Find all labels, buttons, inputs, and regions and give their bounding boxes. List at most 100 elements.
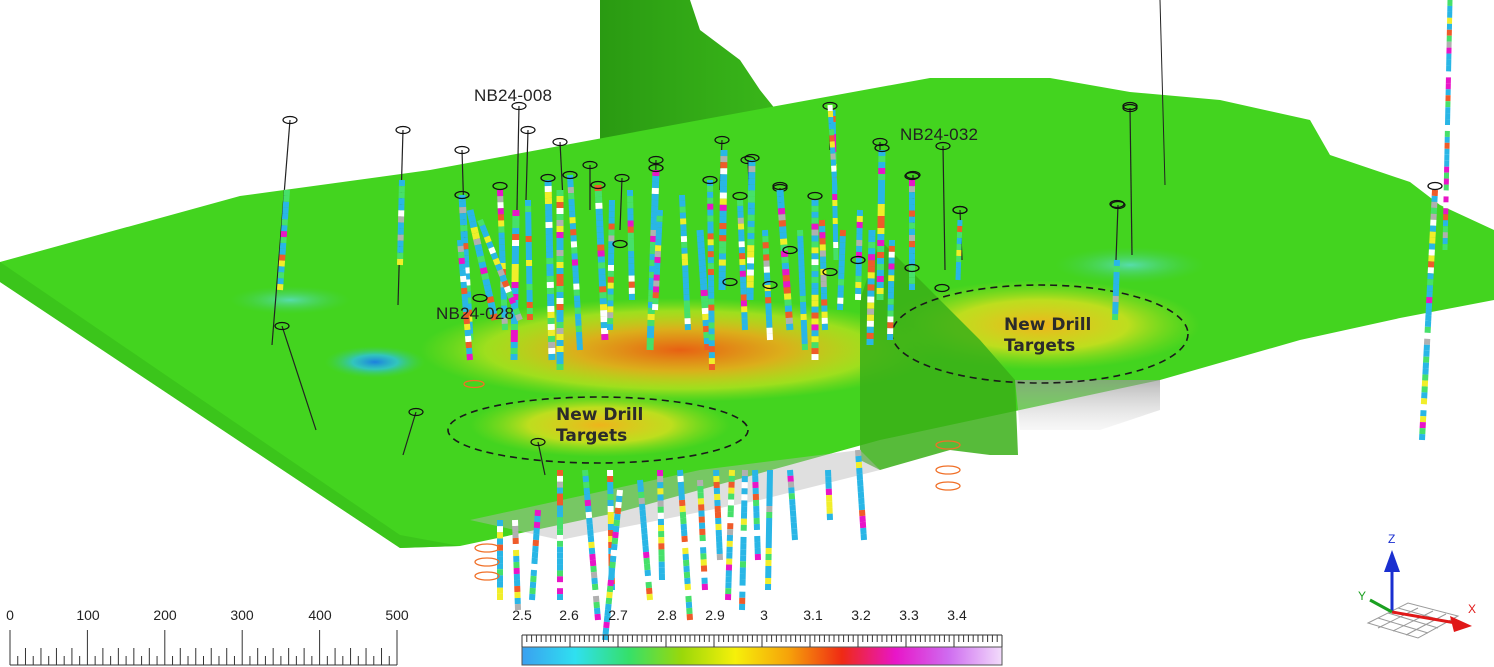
drill-hole[interactable] <box>776 189 794 331</box>
target-label-right: New Drill Targets <box>1004 315 1091 357</box>
hole-label-nb24-028[interactable]: NB24-028 <box>436 304 515 323</box>
drill-hole[interactable] <box>718 149 728 291</box>
drill-hole[interactable] <box>602 489 623 641</box>
collar-marker <box>1427 181 1443 191</box>
colorbar-tick-3: 3 <box>760 607 768 623</box>
axis-y-label: Y <box>1358 589 1367 603</box>
drill-hole[interactable] <box>402 407 424 456</box>
drill-hole[interactable] <box>512 519 521 611</box>
drill-hole[interactable] <box>652 209 663 311</box>
axis-triad[interactable]: Z X Y <box>1350 528 1490 648</box>
colorbar-tick-3.3: 3.3 <box>899 607 919 623</box>
drill-hole[interactable] <box>797 229 808 351</box>
drill-hole[interactable] <box>737 199 748 331</box>
drill-hole[interactable] <box>567 174 583 351</box>
collar-marker <box>807 191 823 201</box>
drill-hole[interactable] <box>627 189 635 301</box>
collar-marker <box>952 205 968 215</box>
drill-hole[interactable] <box>752 469 761 561</box>
drill-hole[interactable] <box>1112 259 1120 321</box>
axis-x-label: X <box>1468 602 1477 616</box>
drill-hole[interactable] <box>637 479 653 601</box>
drill-hole[interactable] <box>1419 189 1438 441</box>
collar-marker <box>782 245 798 255</box>
hole-label-nb24-032[interactable]: NB24-032 <box>900 125 979 144</box>
drill-hole[interactable] <box>457 239 473 361</box>
collar-marker <box>590 180 606 190</box>
drill-hole[interactable] <box>762 229 773 341</box>
collar-marker <box>732 191 748 201</box>
drill-hole[interactable] <box>855 209 863 301</box>
drill-hole[interactable] <box>677 469 693 621</box>
axis-z-label: Z <box>1388 532 1396 546</box>
drill-hole[interactable] <box>510 209 520 361</box>
target-label-left-line1: New Drill <box>556 405 644 425</box>
collar-marker <box>722 277 738 287</box>
drill-hole[interactable] <box>614 173 630 231</box>
target-label-right-line1: New Drill <box>1004 315 1092 335</box>
drill-hole[interactable] <box>274 321 317 431</box>
colorbar-tick-2.9: 2.9 <box>705 607 725 623</box>
drill-hole[interactable] <box>746 159 756 301</box>
drill-hole[interactable] <box>525 199 533 321</box>
drill-hole[interactable] <box>529 509 541 601</box>
collar-marker <box>648 163 664 173</box>
drill-hole[interactable] <box>713 469 723 561</box>
scale-tick-300: 300 <box>230 607 254 623</box>
drill-hole[interactable] <box>466 209 499 321</box>
collar-marker <box>772 181 788 191</box>
drill-hole[interactable] <box>679 194 691 331</box>
drill-hole[interactable] <box>765 469 773 591</box>
collar-marker <box>822 267 838 277</box>
colorbar-ramp <box>521 634 1003 666</box>
drill-hole[interactable] <box>397 179 405 266</box>
drill-hole[interactable] <box>271 115 298 346</box>
scale-tick-200: 200 <box>153 607 177 623</box>
drill-hole[interactable] <box>855 449 867 541</box>
drill-hole[interactable] <box>477 218 523 322</box>
drill-hole[interactable] <box>544 179 556 361</box>
drill-hole[interactable] <box>697 479 708 591</box>
drill-hole[interactable] <box>935 141 951 271</box>
scale-bar-ruler <box>9 630 398 666</box>
drill-hole[interactable] <box>1442 0 1453 251</box>
anomaly-cold-west <box>325 346 425 378</box>
drill-hole[interactable] <box>594 184 609 341</box>
anomaly-cold-north <box>1055 247 1205 283</box>
drill-hole[interactable] <box>787 469 798 541</box>
drill-hole[interactable] <box>582 160 598 211</box>
drill-hole[interactable] <box>725 469 735 601</box>
target-outline-left[interactable] <box>447 396 749 464</box>
collar-marker <box>1109 199 1125 209</box>
drill-hole[interactable] <box>955 219 963 281</box>
drill-hole[interactable] <box>530 437 546 476</box>
drill-hole[interactable] <box>866 229 876 346</box>
drill-hole[interactable] <box>707 179 715 371</box>
hole-label-nb24-008[interactable]: NB24-008 <box>474 86 553 105</box>
collar-marker <box>904 263 920 273</box>
section-underside <box>470 450 880 540</box>
drill-hole[interactable] <box>607 199 615 331</box>
drill-hole[interactable] <box>819 219 828 331</box>
drill-hole[interactable] <box>582 469 601 621</box>
scale-tick-0: 0 <box>6 607 14 623</box>
colorbar-tick-3.2: 3.2 <box>851 607 871 623</box>
collar-marker <box>702 175 718 185</box>
drill-hole[interactable] <box>825 469 833 521</box>
drill-hole[interactable] <box>696 229 712 351</box>
drill-hole[interactable] <box>657 469 665 581</box>
collar-marker <box>904 171 920 181</box>
drill-hole[interactable] <box>277 189 290 291</box>
collar-marker <box>454 190 470 200</box>
section-under-shadow <box>1015 380 1160 430</box>
drill-hole[interactable] <box>520 125 536 201</box>
collar-rings <box>463 379 961 581</box>
drill-hole[interactable] <box>646 169 660 351</box>
drill-hole[interactable] <box>887 239 895 341</box>
drill-hole[interactable] <box>1122 103 1138 256</box>
drill-hole[interactable] <box>739 469 748 611</box>
drill-hole[interactable] <box>827 104 838 191</box>
drill-hole[interactable] <box>876 149 886 301</box>
drill-hole[interactable] <box>837 229 846 311</box>
